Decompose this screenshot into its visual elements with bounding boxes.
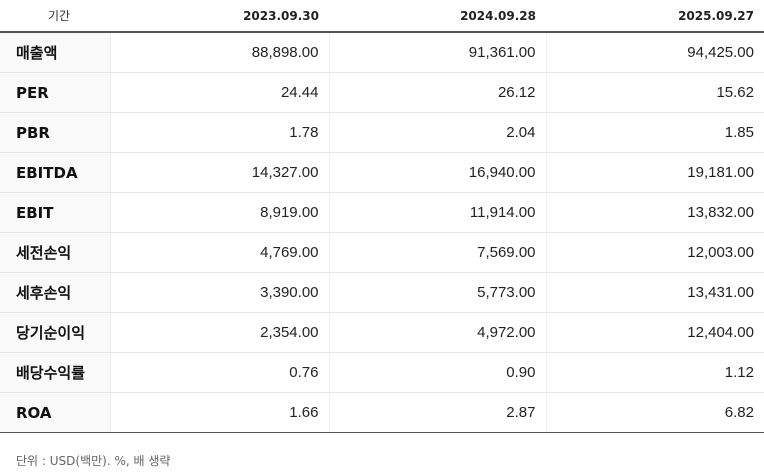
cell-value: 1.78 [109, 112, 329, 153]
table-row: 배당수익률 0.76 0.90 1.12 [0, 352, 764, 393]
row-label: 세전손익 [0, 232, 110, 273]
cell-value: 19,181.00 [545, 152, 764, 193]
table-row: 당기순이익 2,354.00 4,972.00 12,404.00 [0, 312, 764, 353]
table-row: 매출액 88,898.00 91,361.00 94,425.00 [0, 32, 764, 73]
table-row: EBITDA 14,327.00 16,940.00 19,181.00 [0, 152, 764, 193]
cell-value: 2.04 [328, 112, 546, 153]
cell-value: 15.62 [545, 72, 764, 113]
cell-value: 8,919.00 [109, 192, 329, 233]
period-header-label: 기간 [0, 0, 110, 33]
table-row: 세후손익 3,390.00 5,773.00 13,431.00 [0, 272, 764, 313]
period-header: 2023.09.30 [110, 0, 329, 33]
cell-value: 4,972.00 [328, 312, 546, 353]
cell-value: 2.87 [328, 392, 546, 433]
cell-value: 1.85 [545, 112, 764, 153]
row-label: PBR [0, 112, 110, 153]
cell-value: 0.90 [328, 352, 546, 393]
cell-value: 91,361.00 [328, 32, 546, 73]
table-row: ROA 1.66 2.87 6.82 [0, 392, 764, 433]
cell-value: 26.12 [328, 72, 546, 113]
cell-value: 13,832.00 [545, 192, 764, 233]
unit-footnote: 단위 : USD(백만). %, 배 생략 [16, 454, 171, 468]
cell-value: 24.44 [109, 72, 329, 113]
cell-value: 13,431.00 [545, 272, 764, 313]
row-label: PER [0, 72, 110, 113]
cell-value: 1.12 [545, 352, 764, 393]
table-row: PBR 1.78 2.04 1.85 [0, 112, 764, 153]
cell-value: 11,914.00 [328, 192, 546, 233]
row-label: 매출액 [0, 32, 110, 73]
row-label: 당기순이익 [0, 312, 110, 353]
cell-value: 12,404.00 [545, 312, 764, 353]
row-label: 세후손익 [0, 272, 110, 313]
cell-value: 6.82 [545, 392, 764, 433]
cell-value: 4,769.00 [109, 232, 329, 273]
cell-value: 12,003.00 [545, 232, 764, 273]
cell-value: 5,773.00 [328, 272, 546, 313]
cell-value: 14,327.00 [109, 152, 329, 193]
period-header: 2025.09.27 [546, 0, 764, 33]
row-label: EBIT [0, 192, 110, 233]
table-row: PER 24.44 26.12 15.62 [0, 72, 764, 113]
period-header: 2024.09.28 [329, 0, 546, 33]
cell-value: 94,425.00 [545, 32, 764, 73]
cell-value: 7,569.00 [328, 232, 546, 273]
cell-value: 88,898.00 [109, 32, 329, 73]
table-header-row: 기간 2023.09.30 2024.09.28 2025.09.27 [0, 0, 764, 33]
table-row: EBIT 8,919.00 11,914.00 13,832.00 [0, 192, 764, 233]
cell-value: 0.76 [109, 352, 329, 393]
table-row: 세전손익 4,769.00 7,569.00 12,003.00 [0, 232, 764, 273]
cell-value: 16,940.00 [328, 152, 546, 193]
cell-value: 3,390.00 [109, 272, 329, 313]
cell-value: 2,354.00 [109, 312, 329, 353]
cell-value: 1.66 [109, 392, 329, 433]
row-label: ROA [0, 392, 110, 433]
row-label: EBITDA [0, 152, 110, 193]
financial-table: 기간 2023.09.30 2024.09.28 2025.09.27 매출액 … [0, 0, 764, 433]
row-label: 배당수익률 [0, 352, 110, 393]
